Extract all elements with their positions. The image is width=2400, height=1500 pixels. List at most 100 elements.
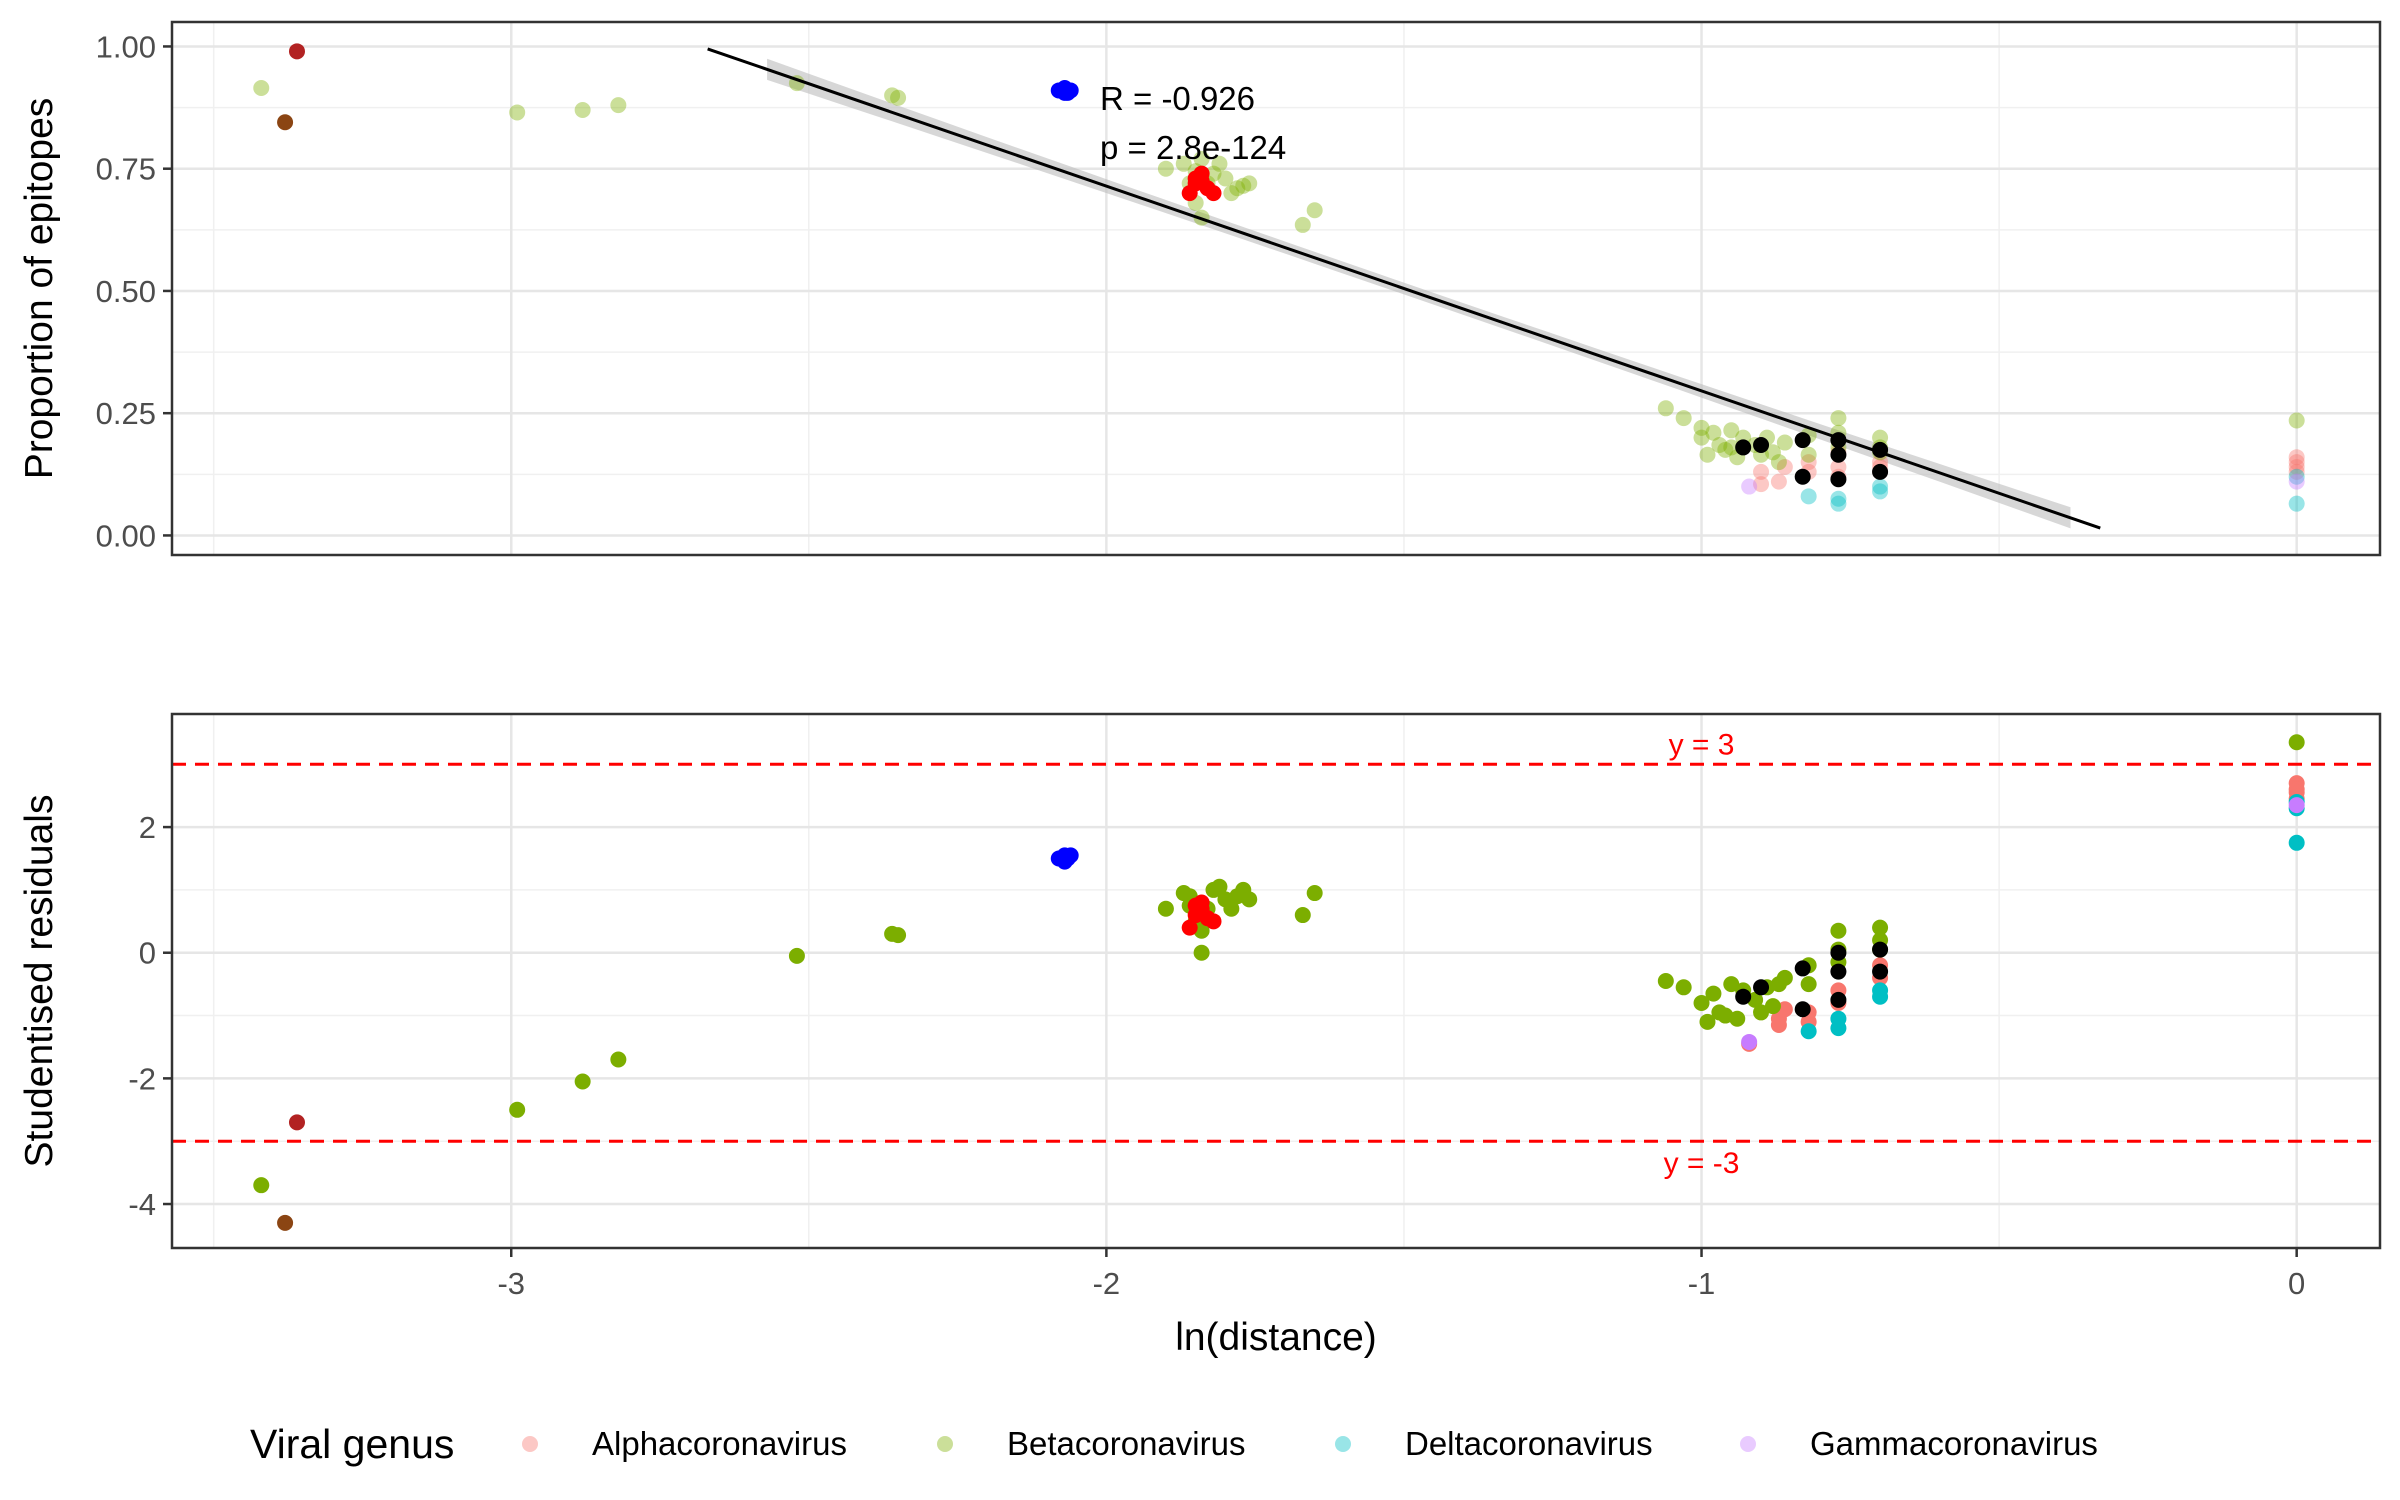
data-point bbox=[1157, 900, 1174, 917]
data-point bbox=[1830, 991, 1847, 1008]
data-point bbox=[1241, 891, 1258, 908]
data-point bbox=[1794, 432, 1811, 449]
y-tick-label: 0.25 bbox=[96, 396, 156, 431]
data-point bbox=[1223, 900, 1240, 917]
legend-key bbox=[937, 1436, 953, 1452]
data-point bbox=[1830, 410, 1847, 427]
y-tick-label: 0.75 bbox=[96, 152, 156, 187]
y-axis-title: Studentised residuals bbox=[18, 795, 61, 1168]
data-point bbox=[1193, 172, 1210, 189]
data-point bbox=[1764, 444, 1781, 461]
panel-background bbox=[172, 714, 2380, 1248]
data-point bbox=[1794, 468, 1811, 485]
data-point bbox=[1705, 424, 1722, 441]
y-axis-title: Proportion of epitopes bbox=[18, 98, 61, 480]
x-tick-label: -2 bbox=[1093, 1266, 1121, 1301]
data-point bbox=[1800, 454, 1817, 471]
data-point bbox=[1229, 180, 1246, 197]
legend-key bbox=[1335, 1436, 1351, 1452]
data-point bbox=[1830, 490, 1847, 507]
data-point bbox=[288, 1114, 305, 1131]
data-point bbox=[1059, 850, 1076, 867]
data-point bbox=[2288, 458, 2305, 475]
data-point bbox=[2288, 468, 2305, 485]
data-point bbox=[1223, 185, 1240, 202]
data-point bbox=[288, 43, 305, 60]
data-point bbox=[1205, 913, 1222, 930]
data-point bbox=[1830, 922, 1847, 939]
data-point bbox=[1830, 458, 1847, 475]
data-point bbox=[1205, 185, 1222, 202]
data-point bbox=[1693, 994, 1710, 1011]
x-axis-title: ln(distance) bbox=[1175, 1316, 1377, 1359]
data-point bbox=[1193, 150, 1210, 167]
data-point bbox=[1800, 1023, 1817, 1040]
data-point bbox=[1294, 216, 1311, 233]
y-tick-label: 0 bbox=[139, 936, 156, 971]
data-point bbox=[1830, 446, 1847, 463]
data-point bbox=[1657, 973, 1674, 989]
data-point bbox=[1753, 436, 1770, 453]
regression-line bbox=[707, 47, 2101, 530]
data-point bbox=[1770, 473, 1787, 490]
data-point bbox=[1872, 429, 1889, 446]
data-point bbox=[1770, 1016, 1787, 1033]
data-point bbox=[1181, 919, 1198, 936]
data-point bbox=[2288, 412, 2305, 429]
data-point bbox=[1753, 1004, 1770, 1021]
data-point bbox=[890, 927, 907, 944]
data-point bbox=[884, 87, 901, 104]
data-point bbox=[1830, 1010, 1847, 1027]
x-tick-label: -3 bbox=[497, 1266, 525, 1301]
data-point bbox=[1735, 988, 1752, 1005]
y-tick-label: 0.50 bbox=[96, 274, 156, 309]
data-point bbox=[1157, 160, 1174, 177]
data-point bbox=[1735, 439, 1752, 456]
data-point bbox=[1800, 976, 1817, 993]
data-point bbox=[1753, 463, 1770, 480]
data-point bbox=[1800, 446, 1817, 463]
data-point bbox=[1306, 885, 1323, 902]
data-point bbox=[1693, 419, 1710, 436]
y-tick-label: 2 bbox=[139, 810, 156, 845]
data-point bbox=[1306, 202, 1323, 219]
x-tick-label: 0 bbox=[2288, 1266, 2305, 1301]
data-point bbox=[1770, 454, 1787, 471]
data-point bbox=[1741, 1033, 1758, 1050]
data-point bbox=[2288, 454, 2305, 471]
data-point bbox=[890, 89, 907, 106]
data-point bbox=[1235, 177, 1252, 194]
data-point bbox=[1753, 476, 1770, 493]
data-point bbox=[1872, 963, 1889, 980]
data-point bbox=[1794, 960, 1811, 977]
data-point bbox=[253, 80, 270, 97]
data-point bbox=[2288, 463, 2305, 480]
data-point bbox=[1699, 446, 1716, 463]
legend-key bbox=[1740, 1436, 1756, 1452]
stat-annotation: p = 2.8e-124 bbox=[1100, 129, 1286, 166]
data-point bbox=[1705, 985, 1722, 1002]
data-point bbox=[2288, 734, 2305, 751]
data-point bbox=[1059, 84, 1076, 101]
data-point bbox=[1741, 478, 1758, 495]
y-tick-label: -4 bbox=[128, 1187, 156, 1222]
data-point bbox=[574, 102, 591, 119]
reference-line-label: y = -3 bbox=[1664, 1147, 1740, 1180]
data-point bbox=[253, 1177, 270, 1194]
panel-background bbox=[172, 22, 2380, 555]
data-point bbox=[1872, 941, 1889, 958]
y-tick-label: 1.00 bbox=[96, 29, 156, 64]
data-point bbox=[1693, 429, 1710, 446]
data-point bbox=[610, 1051, 627, 1068]
data-point bbox=[1217, 170, 1234, 187]
data-point bbox=[1729, 1010, 1746, 1027]
bottom-panel: y = 3 y = -3 -4 -2 0 2 -3 -2 -1 0 Studentised resi… bbox=[18, 712, 2382, 1359]
stat-annotation: R = -0.926 bbox=[1100, 80, 1255, 117]
data-point bbox=[1794, 1001, 1811, 1018]
data-point bbox=[1211, 878, 1228, 895]
data-point bbox=[1830, 944, 1847, 961]
data-point bbox=[2288, 781, 2305, 798]
data-point bbox=[1764, 998, 1781, 1015]
data-point bbox=[1723, 422, 1740, 439]
data-point bbox=[1723, 976, 1740, 993]
